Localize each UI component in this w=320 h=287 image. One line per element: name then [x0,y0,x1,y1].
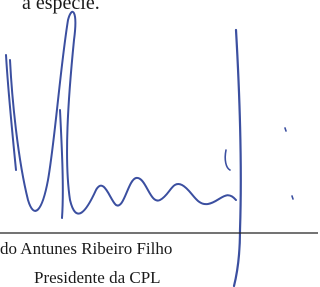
signatory-name: do Antunes Ribeiro Filho [0,239,172,258]
body-text: a espécie. [22,0,100,14]
page: a espécie. do Antunes Ribeiro Filho Pres… [0,0,318,287]
document: a espécie. do Antunes Ribeiro Filho Pres… [0,0,318,287]
signatory-role: Presidente da CPL [34,268,161,287]
